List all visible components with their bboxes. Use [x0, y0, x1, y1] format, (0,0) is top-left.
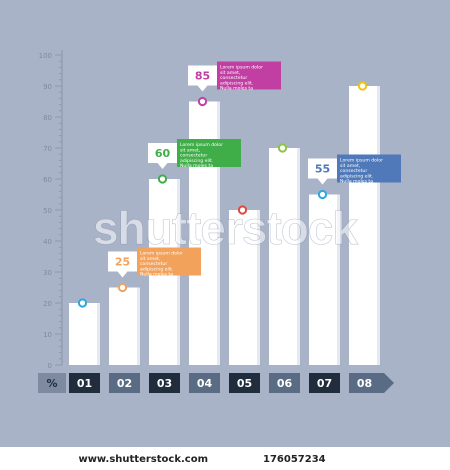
footer-id: 176057234: [263, 454, 326, 465]
y-tick-label: 100: [39, 52, 52, 60]
bar-marker: [117, 282, 128, 293]
callout-value-label: 60: [155, 147, 171, 160]
callout-value-label: 85: [195, 70, 210, 83]
x-tick-label: 04: [197, 377, 213, 390]
category-label-02: 02: [109, 373, 140, 393]
category-label-03: 03: [149, 373, 180, 393]
x-tick-label: 08: [357, 377, 372, 390]
y-tick-label: 10: [43, 331, 52, 339]
callout-pointer: [317, 178, 328, 185]
y-tick-label: 50: [43, 207, 52, 215]
bar-marker: [157, 174, 168, 184]
unit-label-box: %: [38, 373, 66, 393]
unit-box-bg: [38, 373, 66, 393]
bar: [109, 287, 137, 365]
unit-label: %: [46, 377, 57, 390]
bar-marker: [237, 205, 248, 215]
y-tick-label: 90: [43, 83, 52, 91]
x-tick-label: 03: [157, 377, 172, 390]
x-tick-label: 07: [317, 377, 332, 390]
bar-marker: [317, 189, 328, 200]
y-tick-label: 70: [43, 145, 52, 153]
bar: [69, 303, 97, 365]
watermark-text: shutterstock: [93, 202, 358, 254]
callout-02: 25 Lorem ipsum dolor sit amet, consectetur a…: [108, 247, 201, 278]
category-label-01: 01: [69, 373, 100, 393]
category-label-bg: [189, 373, 220, 393]
x-tick-label: 06: [277, 377, 293, 390]
bar: [309, 194, 337, 365]
category-label-bg: [109, 373, 140, 393]
callout-value-box: [108, 251, 137, 272]
y-tick-label: 0: [48, 362, 52, 370]
footer-site: www.shutterstock.com: [78, 454, 208, 465]
callout-text-panel: [337, 154, 401, 183]
callout-pointer: [197, 85, 208, 92]
x-tick-label: 02: [117, 377, 132, 390]
category-label-bg: [309, 373, 340, 393]
bar: [269, 148, 297, 365]
callout-07: 55 Lorem ipsum dolor sit amet, consectetur a…: [308, 154, 401, 185]
category-label-bg: [269, 373, 300, 393]
category-label-08: 08: [349, 373, 394, 393]
category-label-07: 07: [309, 373, 340, 393]
category-label-bg: [229, 373, 260, 393]
y-tick-label: 30: [43, 269, 52, 277]
callout-03: 60 Lorem ipsum dolor sit amet, consectetur a…: [148, 139, 241, 169]
watermark: shutterstock: [93, 202, 360, 255]
category-label-04: 04: [189, 373, 220, 393]
callout-value-box: [308, 158, 337, 179]
callout-text: Lorem ipsum dolor sit amet, consectetur adi…: [220, 65, 263, 92]
callout-04: 85 Lorem ipsum dolor sit amet, consectetur a…: [188, 61, 281, 92]
y-tick-label: 80: [43, 114, 52, 122]
bar: [349, 86, 377, 365]
footer-strip: [0, 447, 450, 470]
callout-text: Lorem ipsum dolor sit amet, consectetur adi…: [140, 251, 183, 278]
y-tick-label: 60: [43, 176, 52, 184]
y-tick-label: 40: [43, 238, 52, 246]
callout-text-panel: [217, 61, 281, 90]
callout-pointer: [157, 163, 168, 169]
callout-value-box: [188, 65, 217, 86]
bar: [229, 210, 257, 365]
bar-marker: [357, 81, 368, 91]
callout-text: Lorem ipsum dolor sit amet, consectetur adi…: [340, 158, 383, 185]
category-label-bg: [69, 373, 100, 393]
bar-marker: [277, 143, 288, 153]
callout-text-panel: [137, 247, 201, 276]
callout-pointer: [117, 271, 128, 278]
callout-value-label: 55: [315, 163, 330, 176]
category-label-bg: [149, 373, 180, 393]
callout-text-panel: [177, 139, 241, 167]
bar-marker: [197, 96, 208, 107]
category-label-06: 06: [269, 373, 300, 393]
bar-marker: [77, 298, 88, 308]
callout-value-label: 25: [115, 256, 130, 269]
x-tick-label: 05: [237, 377, 252, 390]
callout-value-box: [148, 143, 177, 163]
category-label-bg: [349, 373, 394, 393]
x-tick-label: 01: [77, 377, 92, 390]
y-tick-label: 20: [43, 300, 52, 308]
category-label-05: 05: [229, 373, 260, 393]
callout-text: Lorem ipsum dolor sit amet, consectetur adi…: [180, 142, 223, 169]
